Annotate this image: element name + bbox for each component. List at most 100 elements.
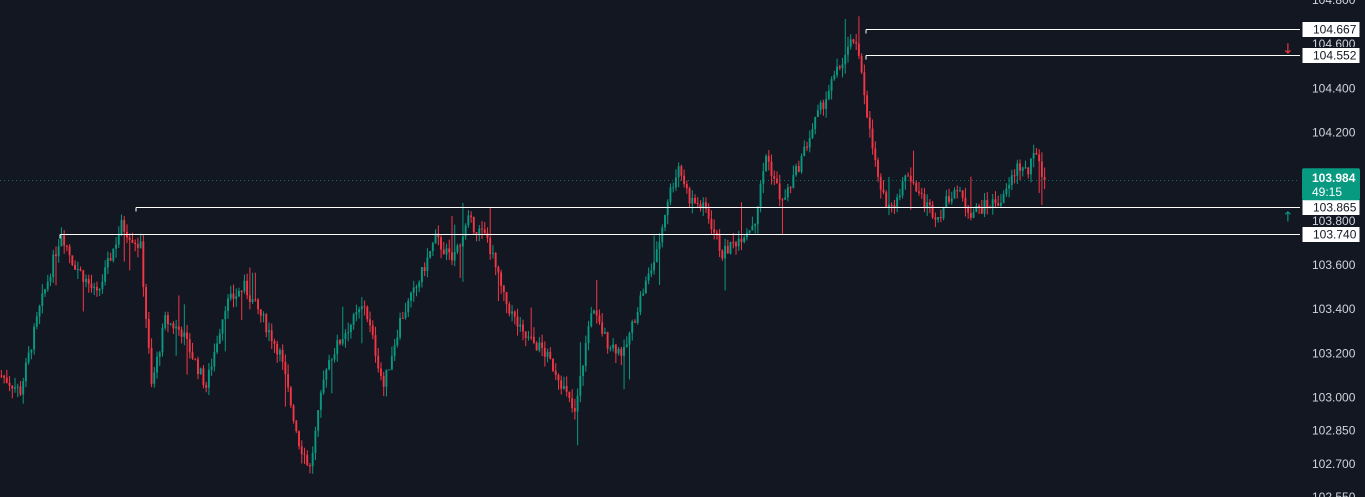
candle [672, 182, 675, 193]
candle [194, 358, 197, 361]
candle [254, 272, 257, 302]
candle-body [928, 202, 931, 205]
candle [377, 347, 380, 373]
candle [631, 319, 634, 341]
candle [166, 311, 169, 333]
candle [685, 180, 688, 194]
candle [60, 227, 63, 247]
candle [341, 306, 344, 346]
candle-body [194, 358, 197, 360]
candle [1040, 152, 1043, 205]
candle-body [795, 166, 798, 176]
candle [650, 263, 653, 278]
candle-body [879, 176, 882, 190]
candle-body [972, 212, 975, 218]
candle-body [112, 248, 115, 261]
candle [388, 369, 391, 371]
candle-body [937, 217, 940, 220]
candle [724, 238, 727, 291]
candle [306, 450, 309, 467]
candle [642, 288, 645, 297]
candle-body [688, 188, 691, 204]
level-label-box [1301, 21, 1361, 38]
candle [778, 174, 781, 207]
candle-body [1002, 194, 1005, 203]
candle-body [221, 319, 224, 334]
candle [11, 385, 14, 399]
candle [1013, 169, 1016, 184]
candle-body [117, 234, 120, 245]
candle-body [855, 42, 858, 44]
candle [268, 322, 270, 342]
candle [926, 194, 929, 217]
candle [554, 363, 557, 380]
candle [385, 369, 388, 397]
candle [789, 186, 792, 194]
candle-body [358, 309, 361, 313]
candle [694, 194, 696, 205]
candle-body [224, 311, 227, 320]
candle-body [841, 64, 844, 68]
candle [541, 334, 544, 357]
candle-body [180, 329, 183, 337]
candle-body [658, 242, 661, 250]
candle-body [248, 295, 251, 303]
y-tick-label: 104.800 [1312, 0, 1356, 7]
candle [844, 19, 847, 74]
candle [257, 298, 259, 315]
candle [145, 283, 148, 329]
candle [546, 348, 549, 363]
candle-body [950, 198, 953, 202]
candle [349, 323, 352, 339]
candle [276, 340, 279, 363]
candle [390, 346, 393, 371]
candle [379, 362, 382, 381]
candle-body [153, 372, 156, 384]
candle [532, 327, 535, 345]
candle-body [1008, 184, 1011, 189]
candle [625, 336, 628, 348]
candle [500, 269, 503, 294]
candle [808, 130, 811, 153]
candle [792, 165, 795, 189]
candle-body [330, 359, 333, 361]
candle [434, 229, 437, 244]
candle [363, 300, 366, 316]
candle [426, 248, 429, 278]
candle-body [440, 237, 442, 250]
candle [582, 364, 584, 386]
candle-body [481, 228, 483, 230]
candle-body [494, 253, 497, 268]
candle-body [707, 208, 710, 219]
candle-body [975, 205, 978, 213]
candle [289, 386, 292, 409]
candle [871, 119, 874, 155]
candle-body [565, 385, 568, 392]
candle-body [24, 362, 27, 382]
candle [677, 162, 680, 188]
candle-body [748, 230, 751, 233]
candle [52, 249, 55, 283]
candle-body [109, 258, 112, 261]
candle-body [95, 286, 98, 291]
level-label-104.667: 104.667 [1313, 23, 1357, 37]
candle [1029, 158, 1032, 183]
candle-body [745, 232, 748, 238]
candle [628, 331, 631, 380]
candle [814, 116, 817, 135]
candle [560, 375, 563, 395]
price-axis[interactable]: 104.800104.600104.400104.200103.800103.6… [1300, 0, 1365, 497]
candle [139, 233, 142, 249]
candle-body [1010, 175, 1013, 185]
candle [603, 327, 606, 334]
candle [994, 191, 997, 209]
candle-body [535, 343, 538, 351]
candle-body [721, 250, 724, 259]
candle-body [445, 248, 448, 255]
candle-body [308, 464, 311, 467]
candle [33, 323, 36, 355]
candle [1043, 167, 1046, 190]
candle-body [341, 339, 344, 344]
candle-body [778, 183, 781, 200]
